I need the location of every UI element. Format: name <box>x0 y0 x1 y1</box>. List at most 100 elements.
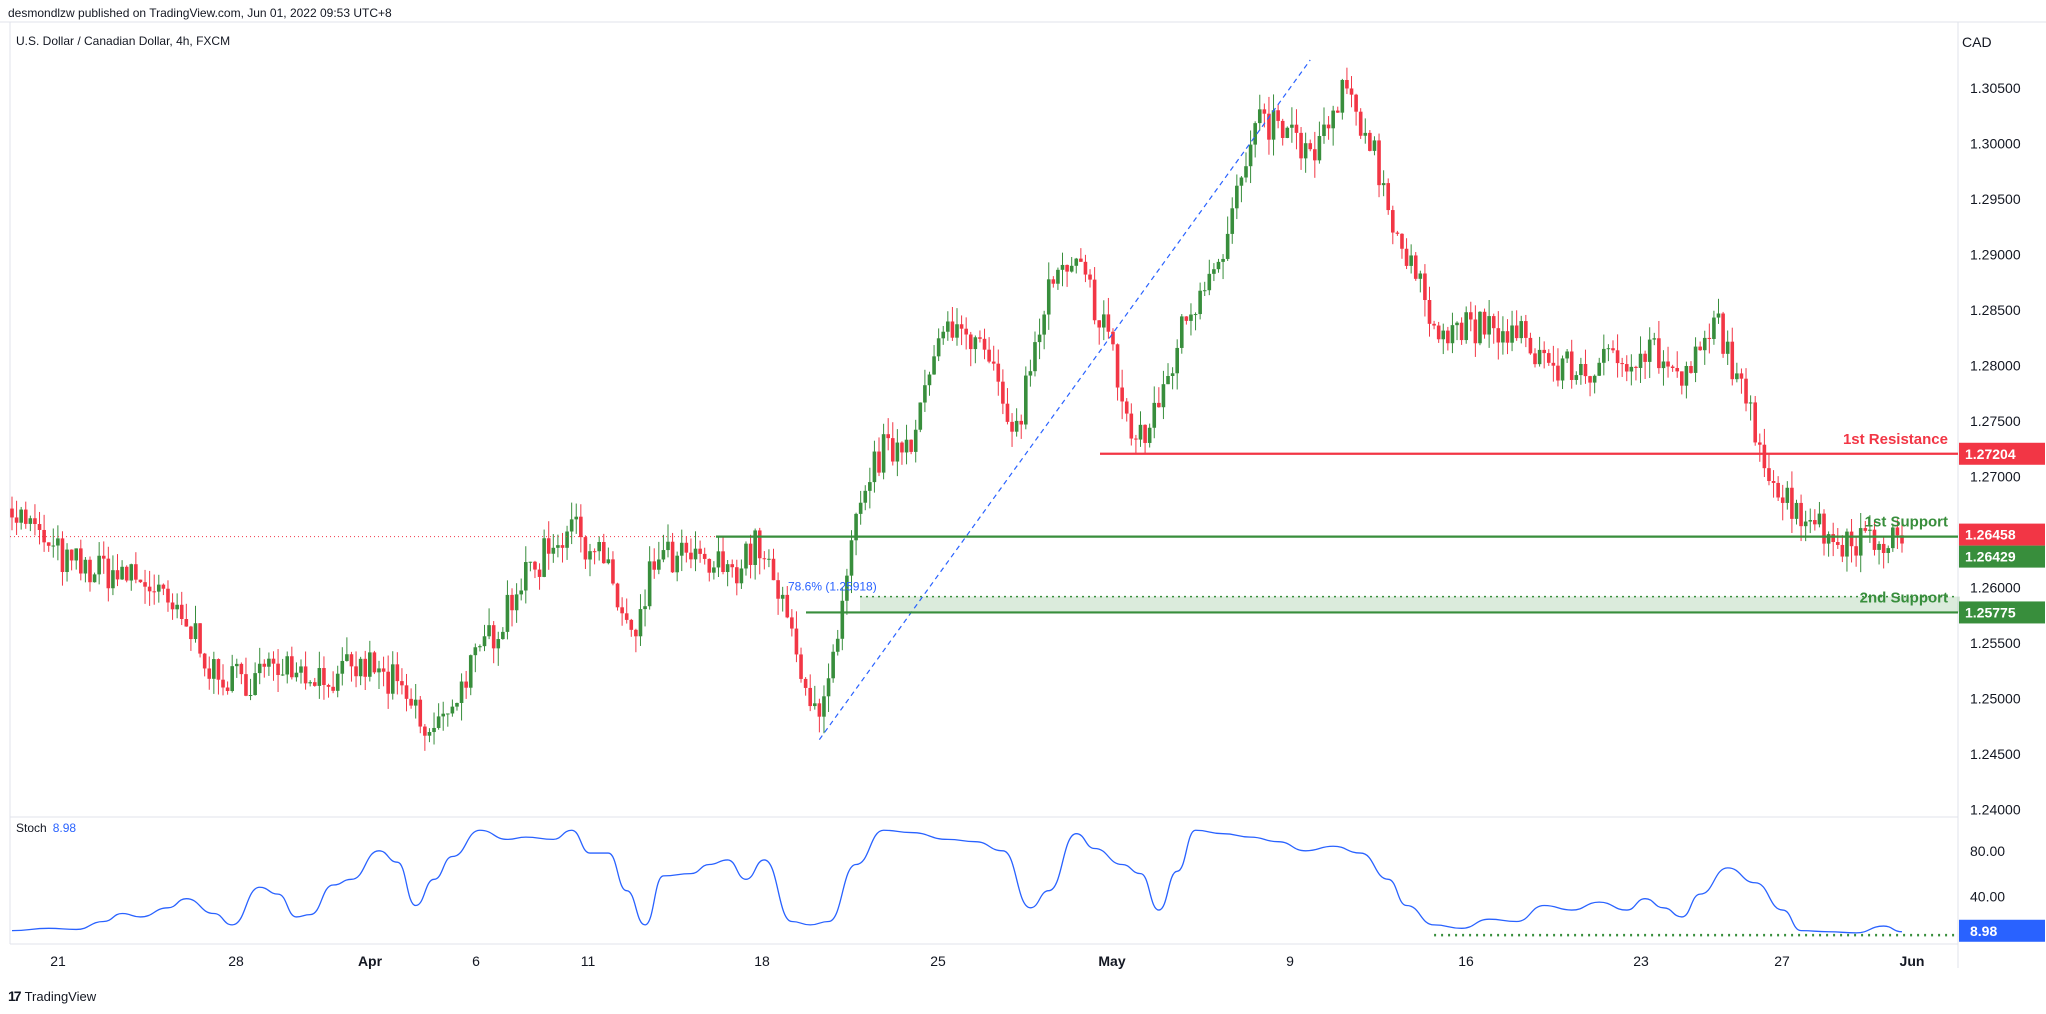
candle-body <box>1175 347 1179 374</box>
candle-body <box>652 561 657 570</box>
candle <box>46 542 51 552</box>
candle <box>1368 130 1372 152</box>
candle-body <box>1207 273 1212 291</box>
candle <box>1464 306 1468 344</box>
candle-body <box>1413 255 1418 279</box>
candle <box>569 502 574 545</box>
candle <box>1780 484 1785 521</box>
candle <box>826 663 831 712</box>
candle <box>129 563 134 591</box>
price-tick-label: 1.24500 <box>1970 746 2021 762</box>
candle <box>1097 320 1102 345</box>
candle-body <box>510 594 514 611</box>
candle-body <box>1877 543 1881 550</box>
candle-body <box>267 658 271 667</box>
candle-body <box>1235 185 1239 209</box>
candle-body <box>1340 79 1345 113</box>
publish-info: desmondlzw published on TradingView.com,… <box>8 6 392 20</box>
candle <box>629 618 634 637</box>
candle <box>354 651 358 688</box>
candle <box>294 662 299 682</box>
candle-body <box>1331 110 1335 129</box>
candle <box>1505 319 1510 355</box>
candle-body <box>886 434 890 439</box>
candle <box>1689 361 1693 374</box>
candle-body <box>1620 363 1624 365</box>
candle-body <box>1124 401 1129 414</box>
candle <box>1455 321 1459 341</box>
candle <box>845 568 849 615</box>
candle <box>349 651 354 682</box>
candle <box>1638 336 1643 383</box>
candle-body <box>1001 381 1005 404</box>
candle <box>863 485 868 511</box>
candle <box>496 631 501 666</box>
axis-badge-text: 1.26458 <box>1965 527 2016 543</box>
time-tick-label: 23 <box>1633 953 1649 969</box>
candle <box>868 467 872 509</box>
candle <box>1092 267 1097 325</box>
level-label: 1st Resistance <box>1843 431 1948 448</box>
stoch-badge-text: 8.98 <box>1970 923 1997 939</box>
tradingview-footer[interactable]: 17 TradingView <box>8 988 96 1004</box>
candle-body <box>776 580 780 599</box>
candle <box>1303 132 1308 173</box>
candle <box>88 556 92 592</box>
time-tick-label: 18 <box>754 953 770 969</box>
candle <box>1235 174 1239 220</box>
candle-body <box>1597 362 1602 376</box>
candle <box>1602 334 1606 376</box>
candle-body <box>1629 366 1634 372</box>
candle-body <box>340 660 345 674</box>
candle <box>808 674 813 712</box>
candle <box>1721 311 1725 358</box>
candle-body <box>230 666 234 692</box>
symbol-title[interactable]: U.S. Dollar / Canadian Dollar, 4h, FXCM <box>16 34 231 48</box>
candle-body <box>1257 109 1262 124</box>
candle-body <box>1271 110 1276 140</box>
candle-body <box>1423 273 1427 301</box>
time-tick-label: 11 <box>581 953 596 969</box>
stoch-legend[interactable]: Stoch 8.98 <box>16 821 76 835</box>
candle <box>1267 96 1271 155</box>
candle <box>432 712 436 745</box>
candle <box>693 531 698 572</box>
candle-body <box>368 652 372 677</box>
axis-badge-bg <box>1959 442 2045 465</box>
candle-body <box>936 338 941 357</box>
candle-body <box>762 558 767 560</box>
candle <box>115 554 120 587</box>
candle <box>1202 281 1207 297</box>
candle-body <box>51 545 56 547</box>
candle <box>1413 252 1418 281</box>
candle-body <box>1069 265 1074 272</box>
candle <box>1680 371 1684 395</box>
candle-body <box>1088 274 1092 280</box>
candle <box>946 311 950 341</box>
candle-body <box>1028 371 1033 376</box>
candle <box>1537 336 1542 367</box>
candle-body <box>468 655 473 688</box>
candle <box>1519 315 1524 344</box>
candle-body <box>1409 255 1413 266</box>
candle <box>854 512 858 556</box>
candle-body <box>358 658 363 677</box>
candle-body <box>693 548 698 560</box>
candle-body <box>1817 513 1822 525</box>
candle <box>340 647 345 686</box>
candle <box>982 328 987 360</box>
candle-body <box>1326 124 1331 129</box>
candle-body <box>1744 378 1748 404</box>
trendline <box>818 59 1311 740</box>
candle <box>1835 528 1840 549</box>
candle-body <box>679 542 684 556</box>
candle-body <box>1569 351 1574 380</box>
candle <box>1739 368 1744 394</box>
candle <box>1510 310 1514 352</box>
candle-body <box>28 518 33 524</box>
candle-body <box>730 564 735 568</box>
candle <box>1634 365 1638 381</box>
candle-body <box>290 656 294 678</box>
candle <box>505 580 510 640</box>
